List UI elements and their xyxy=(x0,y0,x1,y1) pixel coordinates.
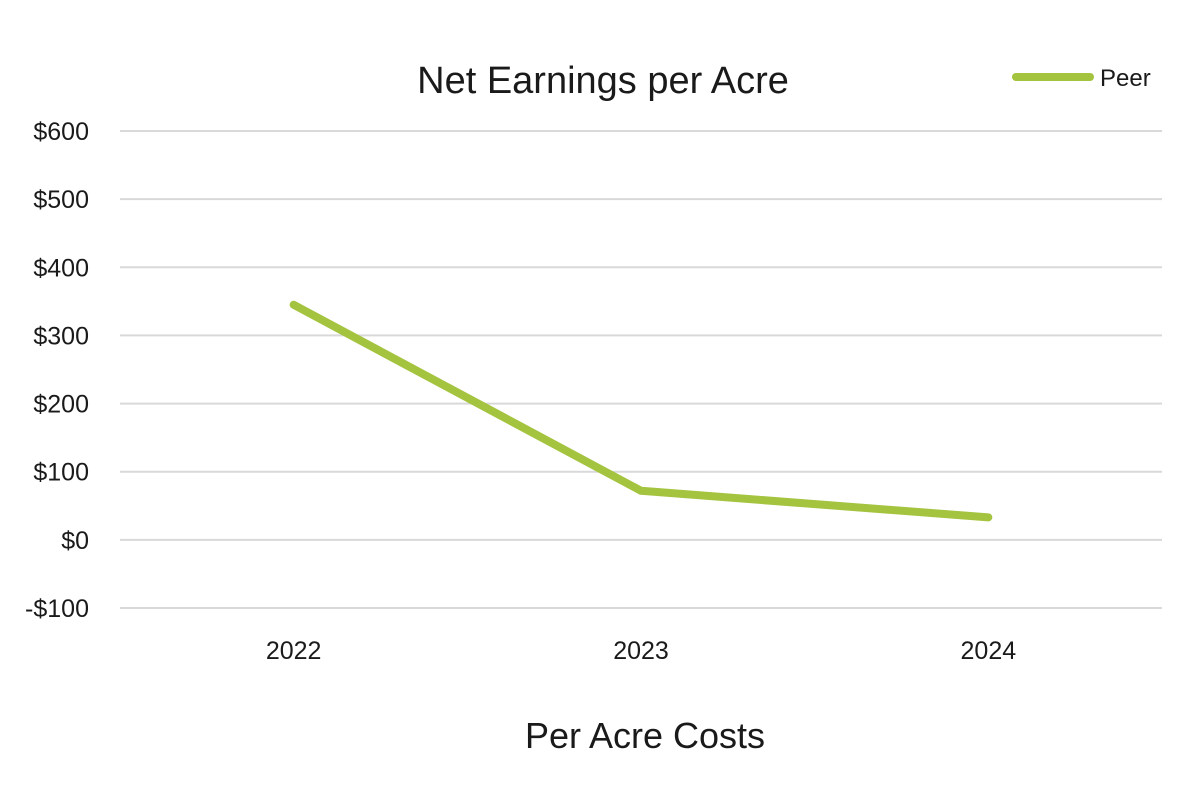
legend: Peer xyxy=(1012,65,1151,92)
x-tick-label: 2023 xyxy=(613,637,669,665)
y-tick-label: $400 xyxy=(33,254,89,282)
gridlines xyxy=(120,130,1162,609)
x-axis-label: Per Acre Costs xyxy=(525,715,765,756)
y-tick-label: $500 xyxy=(33,186,89,214)
y-axis-tick-labels: -$100 $0 $100 $200 $300 $400 $500 $600 xyxy=(25,118,89,623)
y-tick-label: -$100 xyxy=(25,595,89,623)
series-line-peer xyxy=(289,300,993,522)
y-tick-label: $600 xyxy=(33,118,89,146)
x-tick-label: 2024 xyxy=(961,637,1017,665)
y-tick-label: $100 xyxy=(33,459,89,487)
chart-title: Net Earnings per Acre xyxy=(417,60,789,102)
y-tick-label: $300 xyxy=(33,322,89,350)
legend-label-peer: Peer xyxy=(1100,65,1151,92)
x-axis-tick-labels: 2022 2023 2024 xyxy=(266,637,1016,665)
x-tick-label: 2022 xyxy=(266,637,322,665)
series-lines xyxy=(289,300,993,522)
y-tick-label: $0 xyxy=(61,527,89,555)
y-tick-label: $200 xyxy=(33,391,89,419)
